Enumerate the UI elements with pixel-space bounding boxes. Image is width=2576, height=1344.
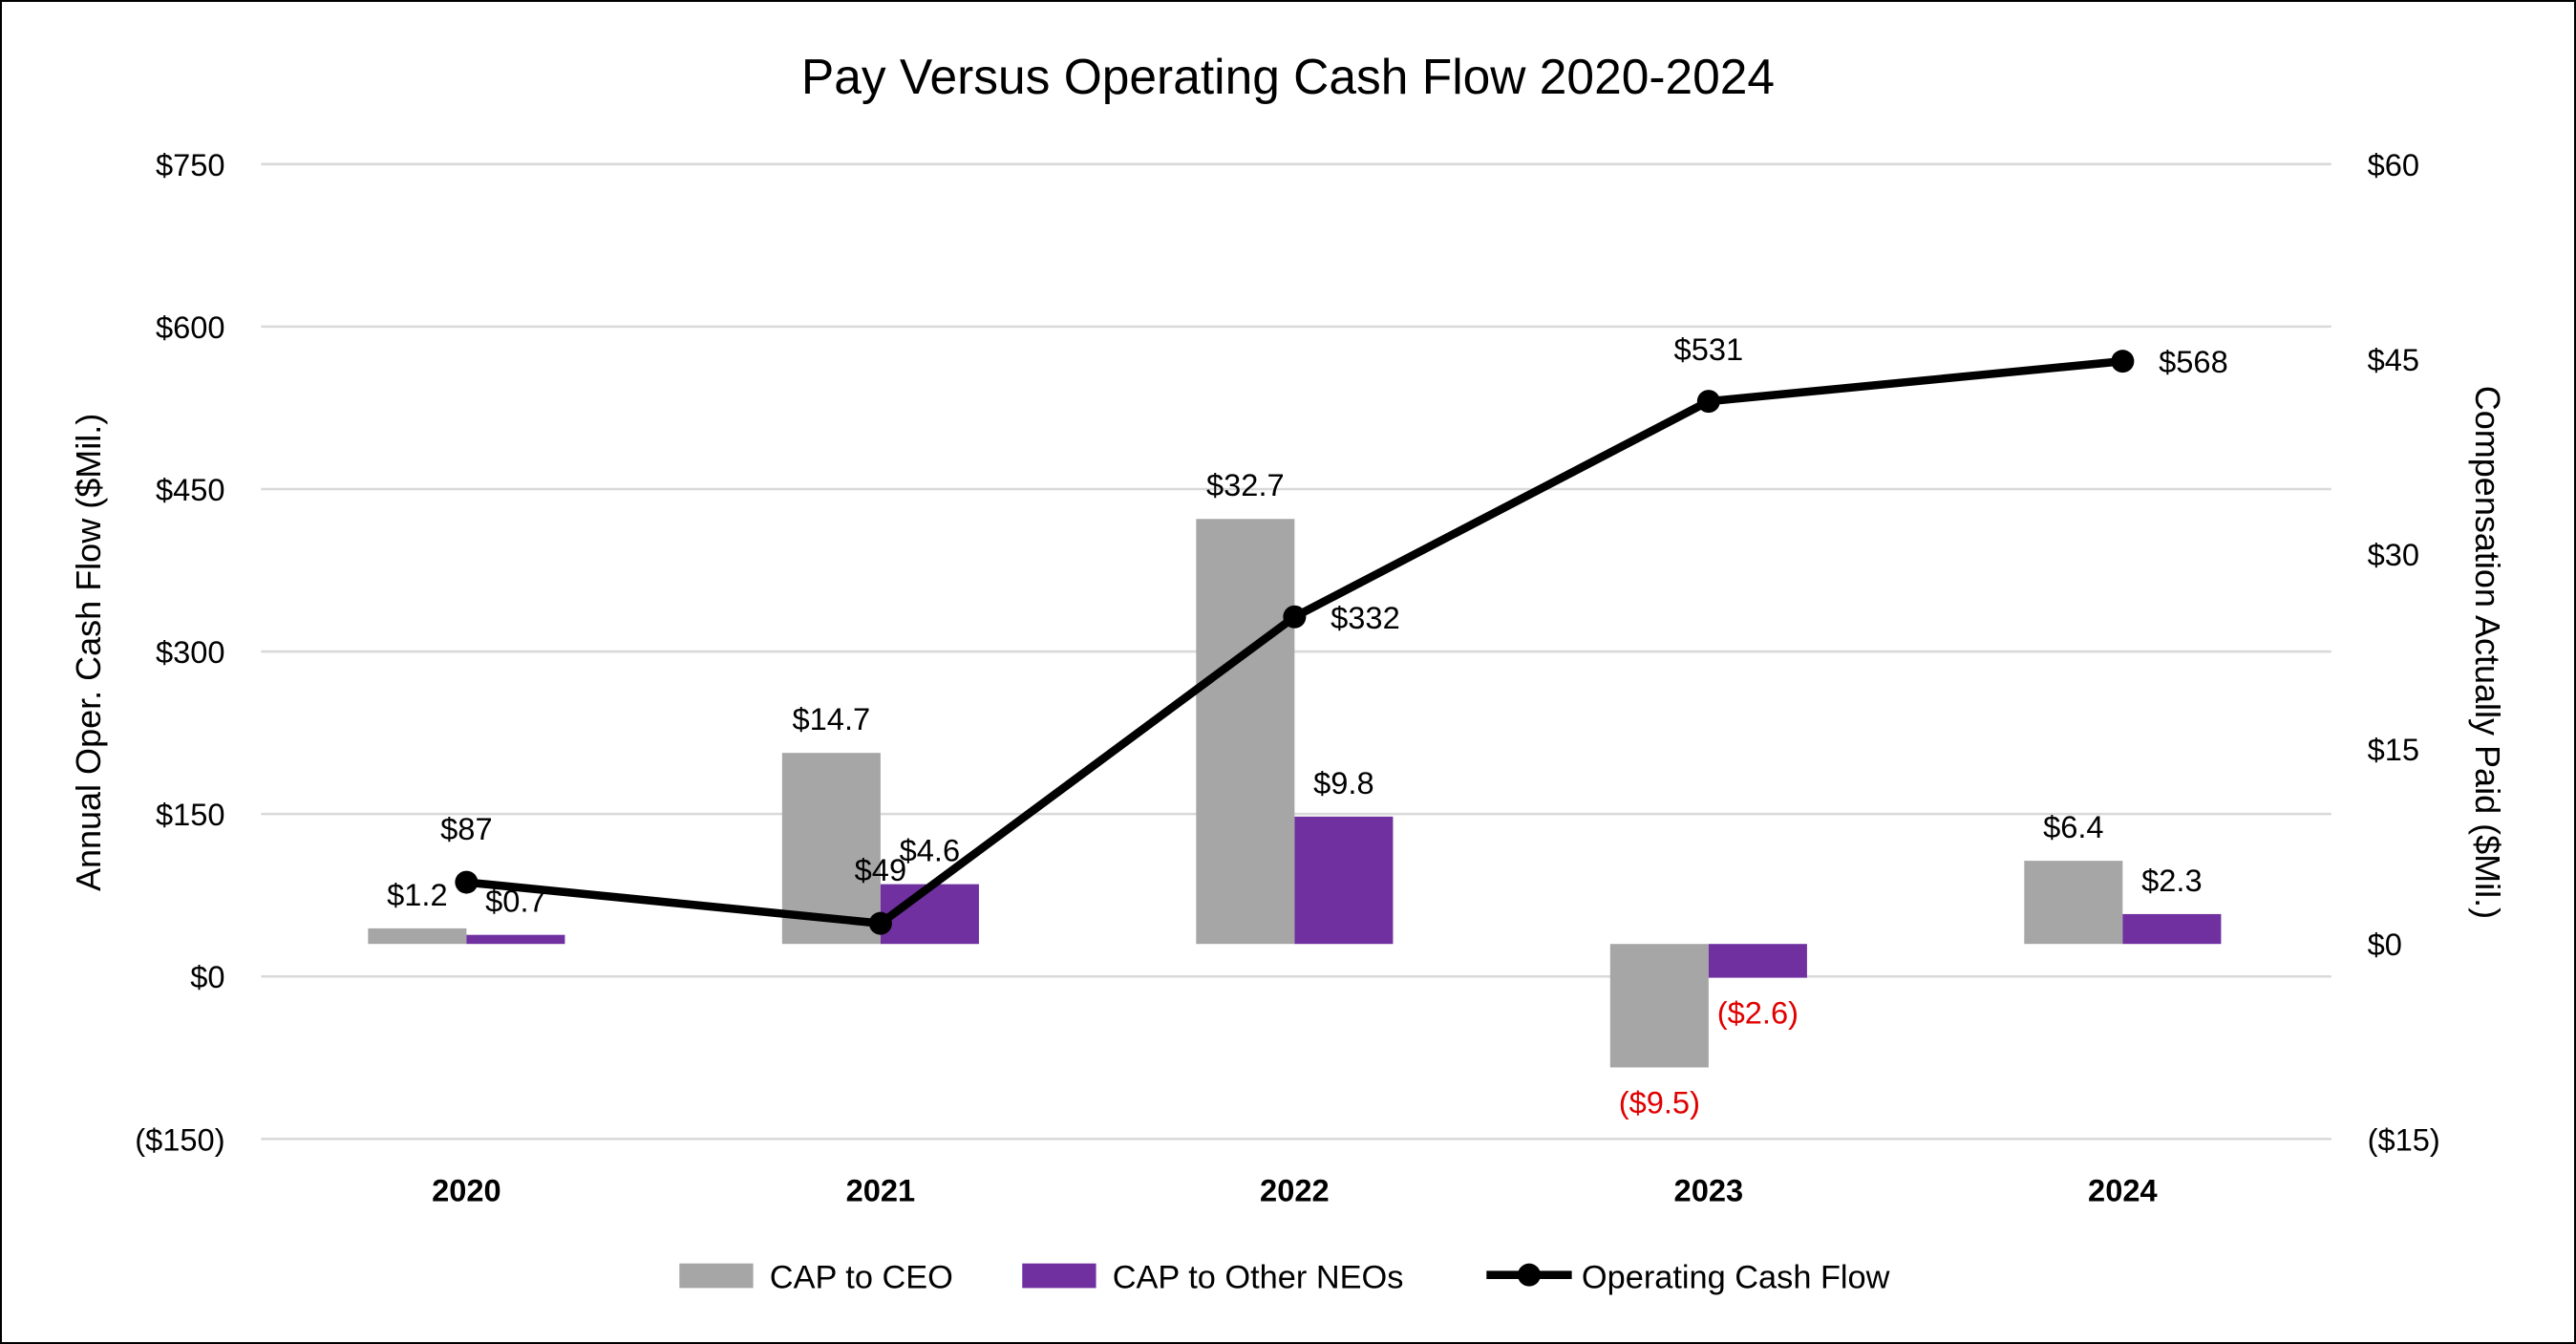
left-tick-label: $150: [156, 797, 225, 832]
ceo-data-label: ($9.5): [1619, 1085, 1700, 1120]
cash-flow-point: [1696, 390, 1720, 414]
left-tick-label: $750: [156, 147, 225, 182]
neo-bar: [466, 934, 565, 945]
right-tick-label: $45: [2368, 342, 2419, 377]
ceo-data-label: $14.7: [793, 701, 871, 736]
left-axis-title: Annual Oper. Cash Flow ($Mil.): [69, 414, 108, 891]
ceo-bar: [368, 928, 467, 945]
neo-data-label: $2.3: [2141, 863, 2203, 898]
category-label: 2020: [432, 1173, 501, 1208]
category-label: 2024: [2088, 1173, 2158, 1208]
left-tick-label: $0: [190, 959, 224, 994]
left-tick-label: $450: [156, 472, 225, 507]
left-tick-label: ($150): [135, 1121, 224, 1157]
cash-flow-data-label: $332: [1331, 600, 1400, 635]
neo-data-label: $0.7: [485, 884, 546, 919]
neo-data-label: $9.8: [1313, 765, 1374, 800]
ceo-bar: [2024, 861, 2123, 945]
neo-bar: [1708, 944, 1807, 978]
right-tick-label: $60: [2368, 147, 2419, 182]
legend-ceo-label: CAP to CEO: [770, 1259, 953, 1295]
ceo-data-label: $1.2: [387, 877, 448, 912]
right-tick-label: $30: [2368, 537, 2419, 572]
neo-data-label: ($2.6): [1717, 995, 1799, 1031]
right-tick-label: $15: [2368, 732, 2419, 767]
cash-flow-data-label: $87: [440, 811, 492, 846]
cash-flow-point: [2111, 350, 2135, 373]
category-label: 2021: [846, 1173, 916, 1208]
legend: CAP to CEO CAP to Other NEOs Operating Cas…: [679, 1259, 1890, 1295]
neo-data-label: $4.6: [900, 833, 961, 868]
neo-bar: [1294, 816, 1394, 945]
cash-flow-point: [455, 870, 479, 894]
category-label: 2023: [1674, 1173, 1744, 1208]
left-tick-label: $600: [156, 309, 225, 345]
right-axis-title: Compensation Actually Paid ($Mil.): [2468, 386, 2507, 919]
legend-ceo-swatch: [679, 1263, 754, 1289]
ceo-bar: [1609, 944, 1709, 1068]
neo-bar: [2122, 913, 2222, 945]
category-label: 2022: [1260, 1173, 1330, 1208]
legend-line-marker: [1517, 1263, 1541, 1287]
chart-title: Pay Versus Operating Cash Flow 2020-2024: [801, 49, 1775, 104]
ceo-bar: [1196, 519, 1295, 945]
ceo-data-label: $32.7: [1206, 467, 1285, 502]
cash-flow-data-label: $531: [1674, 331, 1744, 367]
right-tick-label: $0: [2368, 927, 2402, 962]
cash-flow-point: [1283, 605, 1307, 629]
cash-flow-data-label: $49: [855, 852, 906, 887]
right-tick-label: ($15): [2368, 1121, 2440, 1157]
cash-flow-data-label: $568: [2159, 344, 2228, 379]
legend-line-label: Operating Cash Flow: [1582, 1259, 1890, 1295]
cash-flow-point: [868, 911, 892, 935]
ceo-data-label: $6.4: [2043, 809, 2104, 844]
legend-neo-swatch: [1022, 1263, 1096, 1289]
legend-neo-label: CAP to Other NEOs: [1113, 1259, 1404, 1295]
left-tick-label: $300: [156, 634, 225, 670]
